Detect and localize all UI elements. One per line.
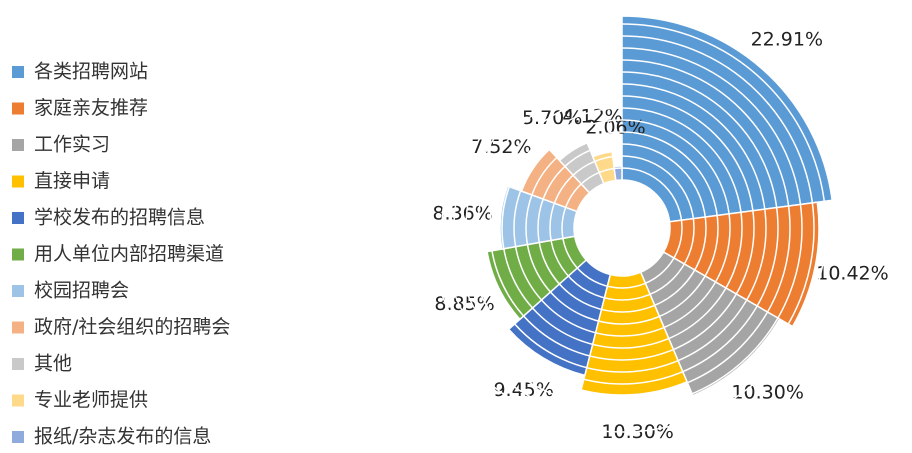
data-label: 22.91%: [751, 29, 823, 51]
legend-label: 政府/社会组织的招聘会: [34, 316, 230, 338]
legend-swatch: [12, 394, 24, 407]
ring-separator: [453, 59, 791, 397]
legend-label: 其他: [34, 353, 72, 375]
legend-label: 学校发布的招聘信息: [34, 207, 205, 229]
legend-label: 各类招聘网站: [34, 61, 148, 83]
legend-label: 校园招聘会: [34, 280, 129, 302]
data-label: 8.85%: [434, 293, 494, 315]
sector: [520, 148, 591, 213]
sector: [486, 235, 588, 321]
ring-separator: [549, 155, 695, 301]
ring-separator: [429, 35, 815, 421]
legend-swatch: [12, 321, 24, 334]
legend-swatch: [12, 358, 24, 370]
ring-separator: [441, 47, 803, 409]
ring-separator: [561, 167, 683, 289]
legend-label: 直接申请: [34, 170, 110, 192]
legend-label: 专业老师提供: [34, 389, 148, 411]
legend-swatch: [12, 248, 24, 261]
legend-swatch: [12, 102, 24, 115]
legend-label: 用人单位内部招聘渠道: [34, 243, 224, 265]
data-label: 10.42%: [816, 262, 888, 284]
legend-swatch: [12, 212, 24, 224]
ring-separator: [465, 71, 779, 385]
ring-separator: [501, 107, 743, 349]
data-label: 7.52%: [471, 136, 531, 158]
sector: [662, 201, 820, 328]
sector: [613, 165, 623, 182]
legend-label: 家庭亲友推荐: [34, 97, 148, 119]
legend-swatch: [12, 66, 24, 78]
legend-label: 报纸/杂志发布的信息: [34, 426, 211, 448]
ring-separator: [525, 131, 719, 325]
ring-separator: [417, 23, 827, 433]
legend-swatch: [12, 285, 24, 297]
ring-separator: [489, 95, 755, 361]
legend-label: 工作实习: [34, 134, 110, 156]
legend-swatch: [12, 175, 24, 188]
ring-separator: [513, 119, 731, 337]
data-label: 9.45%: [493, 379, 553, 401]
ring-separator: [477, 83, 767, 373]
data-label: 4.12%: [562, 105, 622, 127]
sector: [507, 258, 612, 377]
ring-separator: [537, 143, 707, 313]
legend-swatch: [12, 431, 24, 443]
legend-swatch: [12, 139, 24, 151]
sector: [580, 271, 689, 396]
